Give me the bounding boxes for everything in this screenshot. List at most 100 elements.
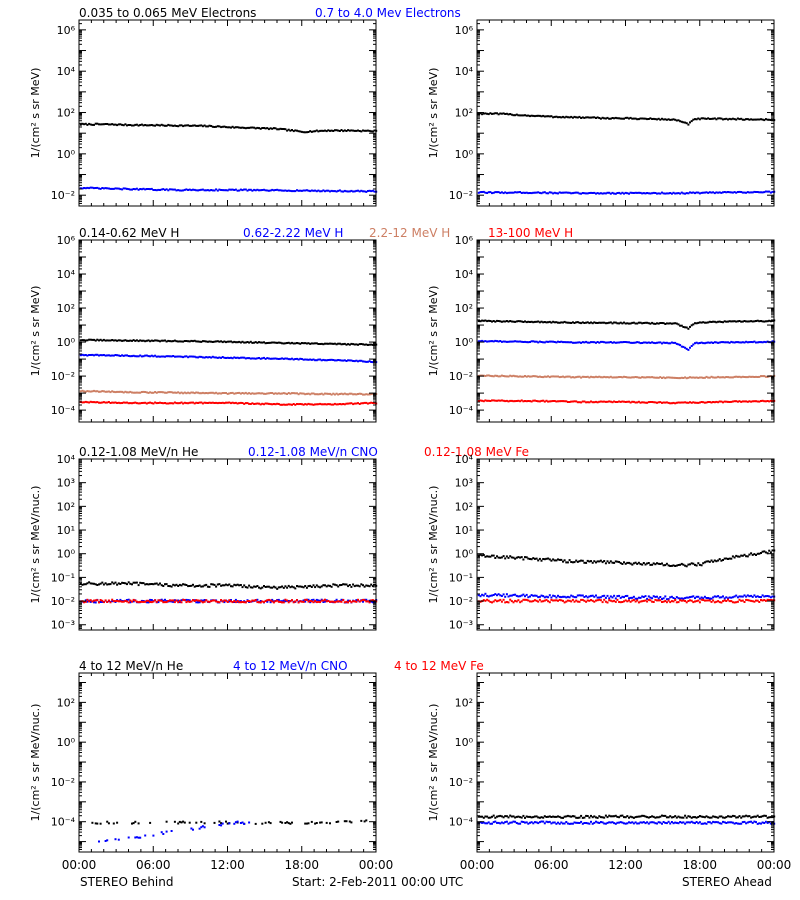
data-point	[527, 375, 530, 378]
data-point	[741, 599, 744, 602]
data-point	[263, 341, 265, 344]
data-point	[481, 593, 484, 596]
data-point	[221, 125, 224, 128]
data-point	[370, 343, 373, 346]
data-point	[218, 356, 221, 359]
data-point	[675, 564, 678, 567]
data-point	[246, 402, 249, 405]
data-point	[641, 117, 644, 120]
data-point	[738, 375, 741, 378]
data-point	[611, 561, 614, 564]
data-point	[760, 191, 762, 194]
data-point	[595, 599, 597, 602]
data-point	[167, 189, 170, 192]
data-point	[746, 376, 749, 379]
data-point	[203, 356, 206, 359]
data-point	[370, 361, 373, 363]
data-point	[743, 320, 746, 322]
data-point	[641, 563, 644, 566]
data-point	[542, 399, 545, 402]
data-point	[760, 320, 762, 322]
data-point	[684, 401, 687, 404]
data-point	[170, 340, 173, 343]
data-point	[628, 192, 630, 195]
data-point	[177, 355, 180, 358]
data-point	[155, 600, 158, 603]
data-point	[231, 585, 234, 588]
data-point	[168, 391, 171, 394]
data-point	[93, 582, 95, 585]
data-point	[499, 340, 502, 342]
data-point	[337, 393, 340, 396]
data-point	[348, 392, 351, 395]
data-point	[192, 599, 194, 602]
data-point	[139, 836, 142, 839]
data-point	[684, 346, 687, 349]
data-point	[117, 339, 120, 342]
data-point	[127, 402, 130, 405]
data-point	[515, 340, 518, 343]
data-point	[160, 599, 163, 602]
data-point	[355, 393, 358, 396]
data-point	[548, 558, 551, 561]
data-point	[619, 400, 622, 403]
data-point	[675, 342, 678, 345]
data-point	[122, 600, 125, 603]
data-point	[580, 341, 583, 344]
data-point	[496, 112, 498, 115]
data-point	[94, 583, 97, 586]
data-point	[116, 354, 119, 357]
data-point	[195, 585, 198, 588]
data-point	[267, 585, 270, 588]
data-point	[505, 375, 508, 378]
data-point	[588, 599, 591, 602]
data-point	[289, 586, 292, 589]
data-point	[611, 322, 614, 325]
data-point	[239, 356, 242, 359]
data-point	[243, 341, 246, 344]
data-point	[548, 340, 551, 343]
data-point	[555, 321, 558, 324]
data-point	[142, 339, 145, 342]
data-point	[596, 376, 599, 379]
plot-frame	[78, 19, 377, 207]
data-point	[274, 586, 277, 589]
data-point	[111, 339, 114, 341]
data-point	[117, 838, 120, 841]
data-point	[269, 586, 272, 589]
data-point	[358, 600, 361, 603]
data-point	[124, 390, 127, 393]
data-point	[535, 557, 538, 560]
data-point	[672, 341, 675, 344]
data-point	[525, 321, 528, 324]
plot-frame	[78, 458, 377, 631]
data-point	[314, 359, 317, 362]
data-point	[281, 403, 284, 406]
data-point	[755, 375, 757, 378]
data-point	[595, 400, 597, 403]
data-point	[736, 596, 739, 599]
data-point	[353, 393, 356, 396]
series-3	[79, 400, 378, 406]
data-point	[248, 126, 251, 129]
data-point	[131, 124, 133, 127]
data-point	[114, 187, 117, 190]
data-point	[102, 354, 105, 356]
data-point	[685, 192, 688, 195]
data-point	[292, 403, 295, 405]
data-point	[672, 597, 675, 599]
data-point	[121, 123, 124, 126]
data-point	[702, 321, 705, 324]
data-point	[659, 341, 662, 344]
x-tick-label: 00:00	[62, 858, 97, 872]
data-point	[350, 392, 353, 395]
data-point	[208, 340, 211, 343]
data-point	[200, 600, 203, 603]
data-point	[570, 341, 573, 344]
data-point	[604, 596, 607, 599]
data-point	[593, 560, 596, 563]
data-point	[718, 558, 721, 561]
data-point	[707, 401, 710, 403]
data-point	[583, 322, 586, 324]
data-point	[566, 599, 569, 602]
